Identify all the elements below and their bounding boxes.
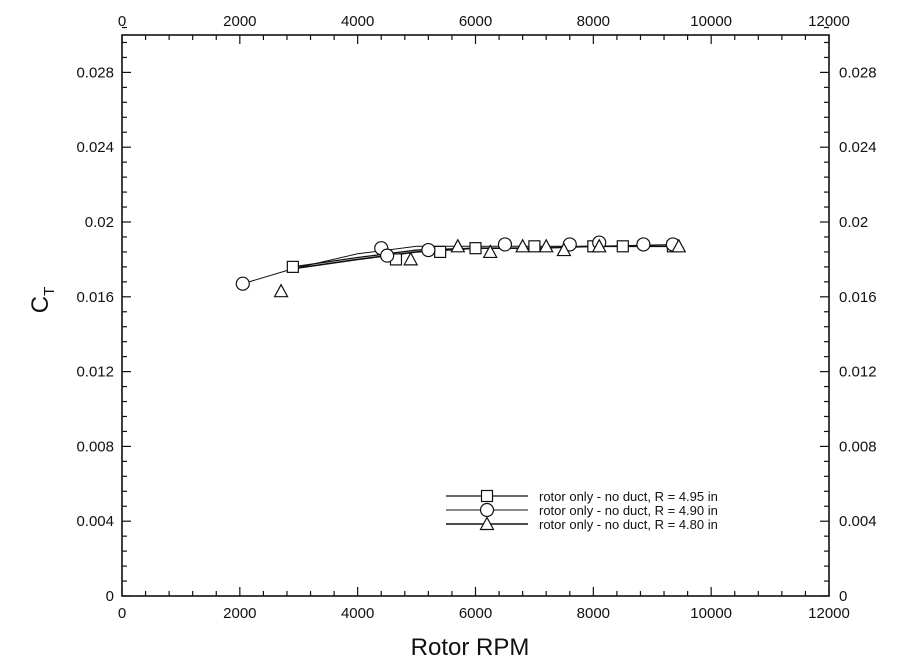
ticks-layer: 0020002000400040006000600080008000100001… [76,13,876,622]
square-marker [286,260,299,273]
y-tick-label-left: 0.028 [76,64,114,81]
y-tick-label-left: 0.008 [76,438,114,455]
x-tick-label-top: 10000 [690,13,732,30]
legend-label: rotor only - no duct, R = 4.95 in [539,489,718,504]
triangle-marker [450,238,466,253]
x-axis-title: Rotor RPM [411,634,530,661]
svg-text:CT: CT [27,287,58,314]
square-marker [469,242,482,255]
y-tick-label-left: 0.02 [85,214,114,231]
legend-circle-marker [479,502,495,518]
y-axis-title: CT [27,287,58,314]
square-marker [528,240,541,253]
x-tick-label-bottom: 12000 [808,605,850,622]
triangle-marker [515,238,531,253]
x-tick-label-top: 2000 [223,13,256,30]
triangle-marker [403,251,419,266]
y-axis-title-subscript: T [41,287,58,296]
circle-marker [497,237,513,252]
y-tick-label-right: 0 [839,588,847,605]
legend-label: rotor only - no duct, R = 4.80 in [539,517,718,532]
triangle-marker [538,238,554,253]
triangle-marker [482,244,498,259]
y-tick-label-right: 0.024 [839,139,877,156]
y-axis-title-main: C [27,296,54,313]
square-marker [434,245,447,259]
plot-frame [121,34,830,597]
x-tick-label-top: 12000 [808,13,850,30]
y-tick-label-right: 0.02 [839,214,868,231]
y-tick-label-right: 0.016 [839,289,877,306]
legend-triangle-marker [479,516,495,531]
legend-square-marker [480,489,494,503]
legend-label: rotor only - no duct, R = 4.90 in [539,503,718,518]
x-tick-label-bottom: 8000 [577,605,610,622]
circle-marker [380,248,395,263]
triangle-marker [556,242,572,257]
markers-layer [235,235,687,298]
x-tick-label-bottom: 6000 [459,605,492,622]
y-tick-label-left: 0.016 [76,289,114,306]
y-tick-label-right: 0.008 [839,438,877,455]
x-tick-label-top: 0 [118,13,126,30]
y-tick-label-right: 0.004 [839,513,877,530]
x-tick-label-bottom: 0 [118,605,126,622]
y-tick-label-left: 0.004 [76,513,114,530]
x-tick-label-top: 6000 [459,13,492,30]
x-tick-label-bottom: 10000 [690,605,732,622]
x-tick-label-top: 8000 [577,13,610,30]
y-tick-label-left: 0.024 [76,139,114,156]
y-tick-label-right: 0.028 [839,64,877,81]
circle-marker [636,237,651,252]
y-tick-label-right: 0.012 [839,364,877,381]
y-tick-label-left: 0 [106,588,114,605]
triangle-marker [671,238,687,253]
circle-marker [235,276,250,291]
triangle-marker [591,238,607,253]
x-tick-label-bottom: 2000 [223,605,256,622]
x-tick-label-bottom: 4000 [341,605,374,622]
y-tick-label-left: 0.012 [76,364,114,381]
x-tick-label-top: 4000 [341,13,374,30]
triangle-marker [273,283,289,298]
circle-marker [421,242,436,258]
square-marker [616,240,629,253]
